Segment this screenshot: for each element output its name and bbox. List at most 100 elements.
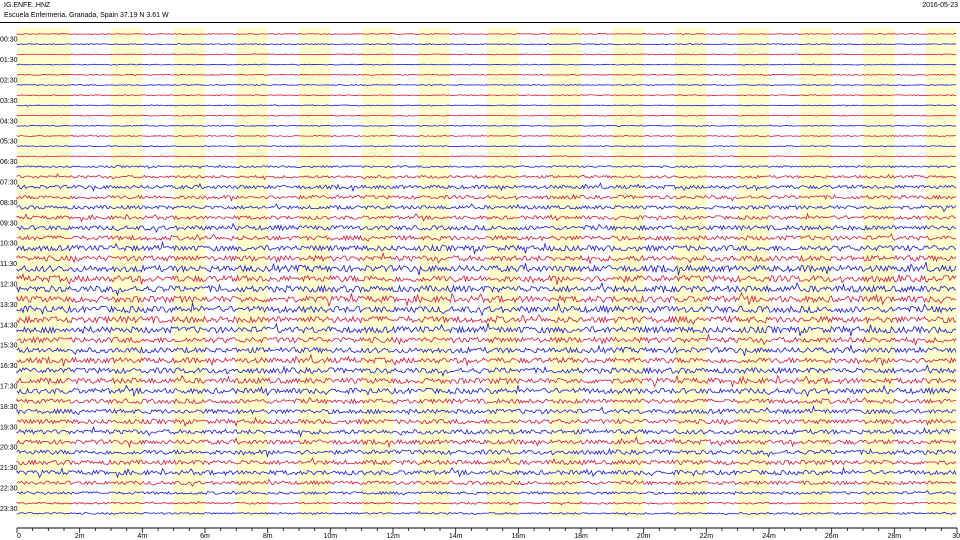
hour-label: 12:30 — [0, 282, 18, 289]
gap-column-9 — [612, 28, 644, 518]
trace-row-15 — [16, 182, 957, 193]
x-tick-label: 16m — [511, 533, 525, 540]
hour-label: 06:30 — [0, 159, 18, 166]
trace-row-24 — [16, 272, 957, 285]
trace-row-37 — [16, 405, 957, 416]
gap-column-13 — [863, 28, 895, 518]
x-tick-label: 2m — [75, 533, 85, 540]
x-tick-label: 18m — [574, 533, 588, 540]
hour-label: 07:30 — [0, 180, 18, 187]
trace-row-6 — [16, 93, 957, 97]
gap-column-6 — [418, 28, 450, 518]
gap-column-11 — [737, 28, 769, 518]
hour-label: 14:30 — [0, 322, 18, 329]
x-tick-label: 0 — [17, 533, 21, 540]
header-divider — [0, 22, 960, 23]
trace-row-8 — [16, 114, 957, 117]
gap-column-5 — [361, 28, 393, 518]
hour-label: 10:30 — [0, 241, 18, 248]
hour-label: 20:30 — [0, 445, 18, 452]
trace-row-39 — [16, 425, 957, 438]
x-tick-label: 6m — [200, 533, 210, 540]
gap-column-4 — [299, 28, 331, 518]
gap-column-1 — [111, 28, 143, 518]
x-tick-label: 14m — [449, 533, 463, 540]
x-tick-label: 10m — [323, 533, 337, 540]
x-tick-label: 26m — [825, 533, 839, 540]
trace-row-23 — [16, 261, 957, 276]
x-tick-label: 30 — [952, 533, 960, 540]
trace-row-38 — [16, 416, 957, 428]
x-tick-label: 8m — [263, 533, 273, 540]
trace-row-46 — [16, 500, 957, 506]
hour-label: 23:30 — [0, 506, 18, 513]
trace-row-30 — [16, 334, 957, 346]
trace-row-14 — [16, 173, 957, 181]
trace-row-5 — [16, 83, 957, 87]
hour-label: 09:30 — [0, 220, 18, 227]
hour-label: 03:30 — [0, 98, 18, 105]
trace-row-34 — [16, 374, 957, 389]
trace-row-33 — [16, 364, 957, 377]
hour-label: 16:30 — [0, 363, 18, 370]
seismic-trace-layer — [16, 32, 957, 516]
trace-row-10 — [16, 134, 957, 138]
hour-label: 00:30 — [0, 37, 18, 44]
gap-column-2 — [173, 28, 205, 518]
trace-row-9 — [16, 124, 957, 128]
hour-label: 18:30 — [0, 404, 18, 411]
trace-row-27 — [16, 302, 957, 317]
time-axis: 0 2m 4m 6m 8m 10m 12m 14m 16m 18m 20m 22m 24m 26m 28m 3… — [16, 527, 960, 540]
station-location: Escuela Enfermeria, Granada, Spain 37.19… — [4, 12, 169, 19]
trace-row-44 — [16, 478, 957, 488]
gap-column-3 — [236, 28, 268, 518]
trace-row-17 — [16, 203, 957, 213]
station-code: IG.ENFE..HNZ — [4, 2, 51, 9]
trace-row-45 — [16, 489, 957, 496]
hour-label: 05:30 — [0, 139, 18, 146]
trace-row-42 — [16, 457, 957, 466]
trace-row-21 — [16, 240, 957, 255]
trace-row-4 — [16, 73, 957, 77]
trace-row-2 — [16, 53, 957, 56]
trace-row-22 — [16, 252, 957, 264]
trace-row-28 — [16, 313, 957, 325]
hour-label: 08:30 — [0, 200, 18, 207]
trace-row-26 — [16, 291, 957, 308]
hour-label: 04:30 — [0, 118, 18, 125]
trace-row-19 — [16, 222, 957, 234]
gap-column-8 — [549, 28, 581, 518]
trace-row-13 — [16, 164, 957, 169]
trace-row-25 — [16, 281, 957, 297]
trace-row-36 — [16, 397, 957, 405]
trace-row-3 — [16, 63, 957, 66]
x-tick-label: 22m — [699, 533, 713, 540]
gap-column-0 — [17, 28, 71, 518]
trace-row-7 — [16, 103, 957, 107]
trace-row-0 — [16, 32, 956, 35]
hour-label: 21:30 — [0, 465, 18, 472]
hour-label: 13:30 — [0, 302, 18, 309]
x-tick-label: 4m — [137, 533, 147, 540]
trace-row-43 — [16, 466, 957, 479]
trace-row-32 — [16, 353, 957, 367]
trace-row-47 — [16, 510, 957, 516]
x-tick-label: 28m — [887, 533, 901, 540]
trace-row-11 — [16, 145, 957, 148]
trace-row-41 — [16, 447, 957, 459]
x-tick-label: 12m — [386, 533, 400, 540]
trace-row-35 — [16, 384, 957, 398]
gap-column-14 — [925, 28, 957, 518]
gap-column-10 — [675, 28, 707, 518]
x-tick-label: 20m — [637, 533, 651, 540]
hour-label: 02:30 — [0, 78, 18, 85]
trace-row-29 — [16, 322, 957, 336]
trace-row-20 — [16, 233, 957, 242]
hour-label: 19:30 — [0, 424, 18, 431]
trace-row-40 — [16, 436, 957, 449]
hour-label: 17:30 — [0, 384, 18, 391]
trace-row-12 — [16, 154, 957, 158]
trace-row-1 — [16, 42, 957, 46]
hour-label: 01:30 — [0, 57, 18, 64]
